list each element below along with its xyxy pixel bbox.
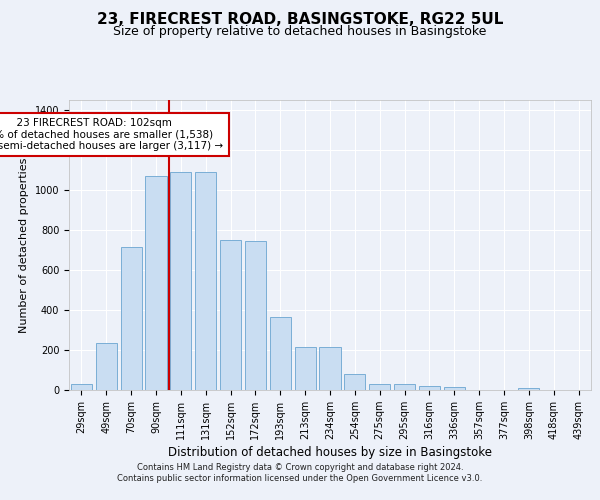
Bar — [245, 241, 266, 390]
Text: 23 FIRECREST ROAD: 102sqm
← 33% of detached houses are smaller (1,538)
67% of se: 23 FIRECREST ROAD: 102sqm ← 33% of detac… — [0, 118, 223, 151]
Bar — [394, 384, 415, 390]
Text: 23, FIRECREST ROAD, BASINGSTOKE, RG22 5UL: 23, FIRECREST ROAD, BASINGSTOKE, RG22 5U… — [97, 12, 503, 28]
Bar — [71, 384, 92, 390]
Bar — [369, 384, 390, 390]
Bar — [419, 386, 440, 390]
Text: Size of property relative to detached houses in Basingstoke: Size of property relative to detached ho… — [113, 25, 487, 38]
Bar — [518, 388, 539, 390]
Bar — [270, 317, 291, 390]
Bar — [145, 176, 167, 390]
Bar — [96, 343, 117, 390]
Bar — [319, 347, 341, 390]
Bar — [121, 247, 142, 390]
Bar — [295, 347, 316, 390]
Text: Contains HM Land Registry data © Crown copyright and database right 2024.: Contains HM Land Registry data © Crown c… — [137, 462, 463, 471]
X-axis label: Distribution of detached houses by size in Basingstoke: Distribution of detached houses by size … — [168, 446, 492, 459]
Bar — [444, 387, 465, 390]
Bar — [170, 172, 191, 390]
Bar — [195, 172, 216, 390]
Text: Contains public sector information licensed under the Open Government Licence v3: Contains public sector information licen… — [118, 474, 482, 483]
Y-axis label: Number of detached properties: Number of detached properties — [19, 158, 29, 332]
Bar — [344, 374, 365, 390]
Bar — [220, 240, 241, 390]
